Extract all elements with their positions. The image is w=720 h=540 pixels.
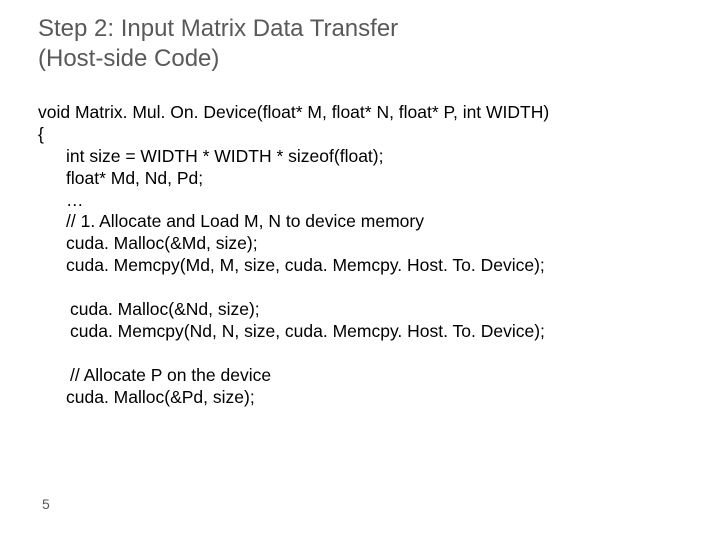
- spacer: [38, 343, 690, 365]
- slide-title: Step 2: Input Matrix Data Transfer (Host…: [38, 14, 690, 74]
- code-line: …: [66, 190, 690, 212]
- code-block-3: // Allocate P on the device cuda. Malloc…: [70, 365, 690, 409]
- function-signature: void Matrix. Mul. On. Device(float* M, f…: [38, 102, 690, 124]
- comment-line: // Allocate P on the device: [70, 365, 690, 387]
- code-line: cuda. Memcpy(Md, M, size, cuda. Memcpy. …: [66, 255, 690, 277]
- code-line: cuda. Malloc(&Pd, size);: [66, 387, 690, 409]
- comment-line: // 1. Allocate and Load M, N to device m…: [66, 211, 690, 233]
- code-line: float* Md, Nd, Pd;: [66, 168, 690, 190]
- code-line: cuda. Malloc(&Nd, size);: [70, 299, 690, 321]
- title-line-2: (Host-side Code): [38, 45, 219, 72]
- slide: Step 2: Input Matrix Data Transfer (Host…: [0, 0, 720, 540]
- page-number: 5: [42, 496, 50, 512]
- spacer: [38, 277, 690, 299]
- title-line-1: Step 2: Input Matrix Data Transfer: [38, 15, 398, 42]
- code-block-1: int size = WIDTH * WIDTH * sizeof(float)…: [66, 146, 690, 277]
- open-brace: {: [38, 124, 690, 146]
- code-block-2: cuda. Malloc(&Nd, size); cuda. Memcpy(Nd…: [70, 299, 690, 343]
- code-line: int size = WIDTH * WIDTH * sizeof(float)…: [66, 146, 690, 168]
- code-line: cuda. Malloc(&Md, size);: [66, 233, 690, 255]
- code-line: cuda. Memcpy(Nd, N, size, cuda. Memcpy. …: [70, 321, 690, 343]
